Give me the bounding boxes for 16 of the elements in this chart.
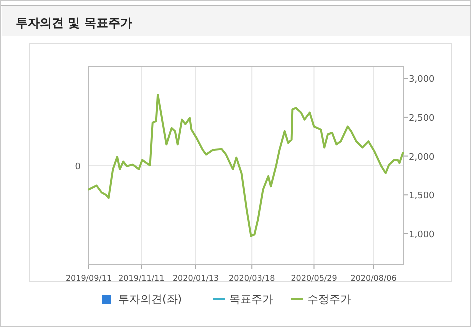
chart-title: 투자의견 및 목표주가 [16, 16, 132, 30]
legend-label: 투자의견(좌) [118, 293, 182, 306]
x-tick-label: 2019/11/11 [118, 274, 165, 283]
y2-tick-label: 1,500 [409, 192, 436, 202]
y2-tick-label: 2,500 [409, 114, 436, 124]
y2-tick-label: 1,000 [409, 230, 436, 240]
x-tick-label: 2020/03/18 [229, 274, 276, 283]
x-tick-label: 2020/08/06 [350, 274, 397, 283]
legend-label: 수정주가 [308, 293, 352, 306]
text: 0 [75, 162, 82, 172]
x-tick-label: 2019/09/11 [66, 274, 112, 283]
legend-label: 목표주가 [230, 293, 274, 306]
y2-tick-label: 3,000 [409, 75, 436, 86]
y2-tick-label: 2,000 [409, 152, 436, 163]
x-tick-label: 2020/05/29 [291, 274, 338, 283]
x-tick-label: 2020/01/13 [172, 274, 220, 283]
